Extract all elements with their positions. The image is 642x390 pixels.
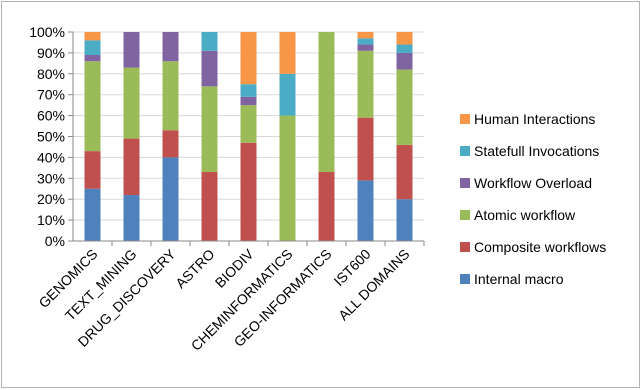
bar-segment (201, 86, 218, 173)
bar-segment (201, 32, 218, 51)
bar-segment (357, 32, 374, 39)
bar-segment (396, 52, 413, 70)
bar-segment (240, 32, 257, 85)
bar-segment (396, 32, 413, 45)
bars (84, 32, 413, 241)
y-tick-label: 40% (37, 149, 65, 165)
bar-segment (162, 32, 179, 62)
bar-segment (240, 142, 257, 241)
bar-segment (318, 172, 335, 241)
bar-segment (84, 54, 101, 62)
bar-segment (201, 172, 218, 241)
legend-swatch (460, 274, 470, 284)
legend: Human Interactions Statefull Invocations W… (460, 111, 606, 287)
y-tick-label: 100% (29, 24, 65, 40)
bar-segment (357, 117, 374, 181)
x-tick-labels: GENOMICSTEXT_MININGDRUG_DISCOVERYASTROBI… (35, 245, 412, 353)
legend-swatch (460, 178, 470, 188)
y-tick-label: 80% (37, 66, 65, 82)
bar-segment (279, 73, 296, 116)
bar-segment (357, 50, 374, 118)
legend-swatch (460, 210, 470, 220)
y-tick-label: 10% (37, 212, 65, 228)
legend-label: Atomic workflow (474, 207, 576, 223)
x-tick-label: ASTRO (172, 246, 217, 291)
bar-segment (123, 67, 140, 139)
legend-label: Composite workflows (474, 239, 606, 255)
bar-segment (396, 69, 413, 145)
legend-label: Human Interactions (474, 111, 595, 127)
y-tick-label: 0% (45, 233, 65, 249)
bar-segment (123, 195, 140, 241)
y-tick-label: 20% (37, 191, 65, 207)
bar-segment (123, 32, 140, 68)
bar-segment (201, 50, 218, 87)
x-tick-label: ALL DOMAINS (335, 246, 413, 324)
legend-swatch (460, 146, 470, 156)
bar-segment (396, 199, 413, 241)
legend-swatch (460, 242, 470, 252)
y-tick-label: 90% (37, 45, 65, 61)
bar-segment (84, 151, 101, 189)
bar-segment (357, 38, 374, 45)
y-tick-label: 70% (37, 87, 65, 103)
legend-label: Internal macro (474, 271, 564, 287)
bar-segment (84, 188, 101, 241)
bar-segment (396, 144, 413, 200)
legend-label: Workflow Overload (474, 175, 592, 191)
bar-segment (162, 130, 179, 158)
bar-segment (84, 32, 101, 41)
bar-segment (318, 32, 335, 173)
y-tick-label: 60% (37, 108, 65, 124)
bar-segment (279, 32, 296, 74)
y-tick-label: 30% (37, 170, 65, 186)
bar-segment (279, 115, 296, 241)
bar-segment (84, 61, 101, 152)
y-tick-labels: 0% 10% 20% 30% 40% 50% 60% 70% 80% 90% 100% (29, 24, 65, 249)
legend-swatch (460, 114, 470, 124)
bar-segment (240, 96, 257, 106)
axes (68, 31, 425, 246)
bar-segment (357, 44, 374, 51)
bar-segment (162, 61, 179, 131)
bar-segment (162, 157, 179, 241)
bar-segment (240, 84, 257, 97)
bar-segment (123, 138, 140, 196)
bar-segment (357, 180, 374, 241)
legend-label: Statefull Invocations (474, 143, 599, 159)
bar-segment (84, 40, 101, 55)
y-tick-label: 50% (37, 129, 65, 145)
bar-segment (240, 105, 257, 143)
bar-segment (396, 44, 413, 53)
